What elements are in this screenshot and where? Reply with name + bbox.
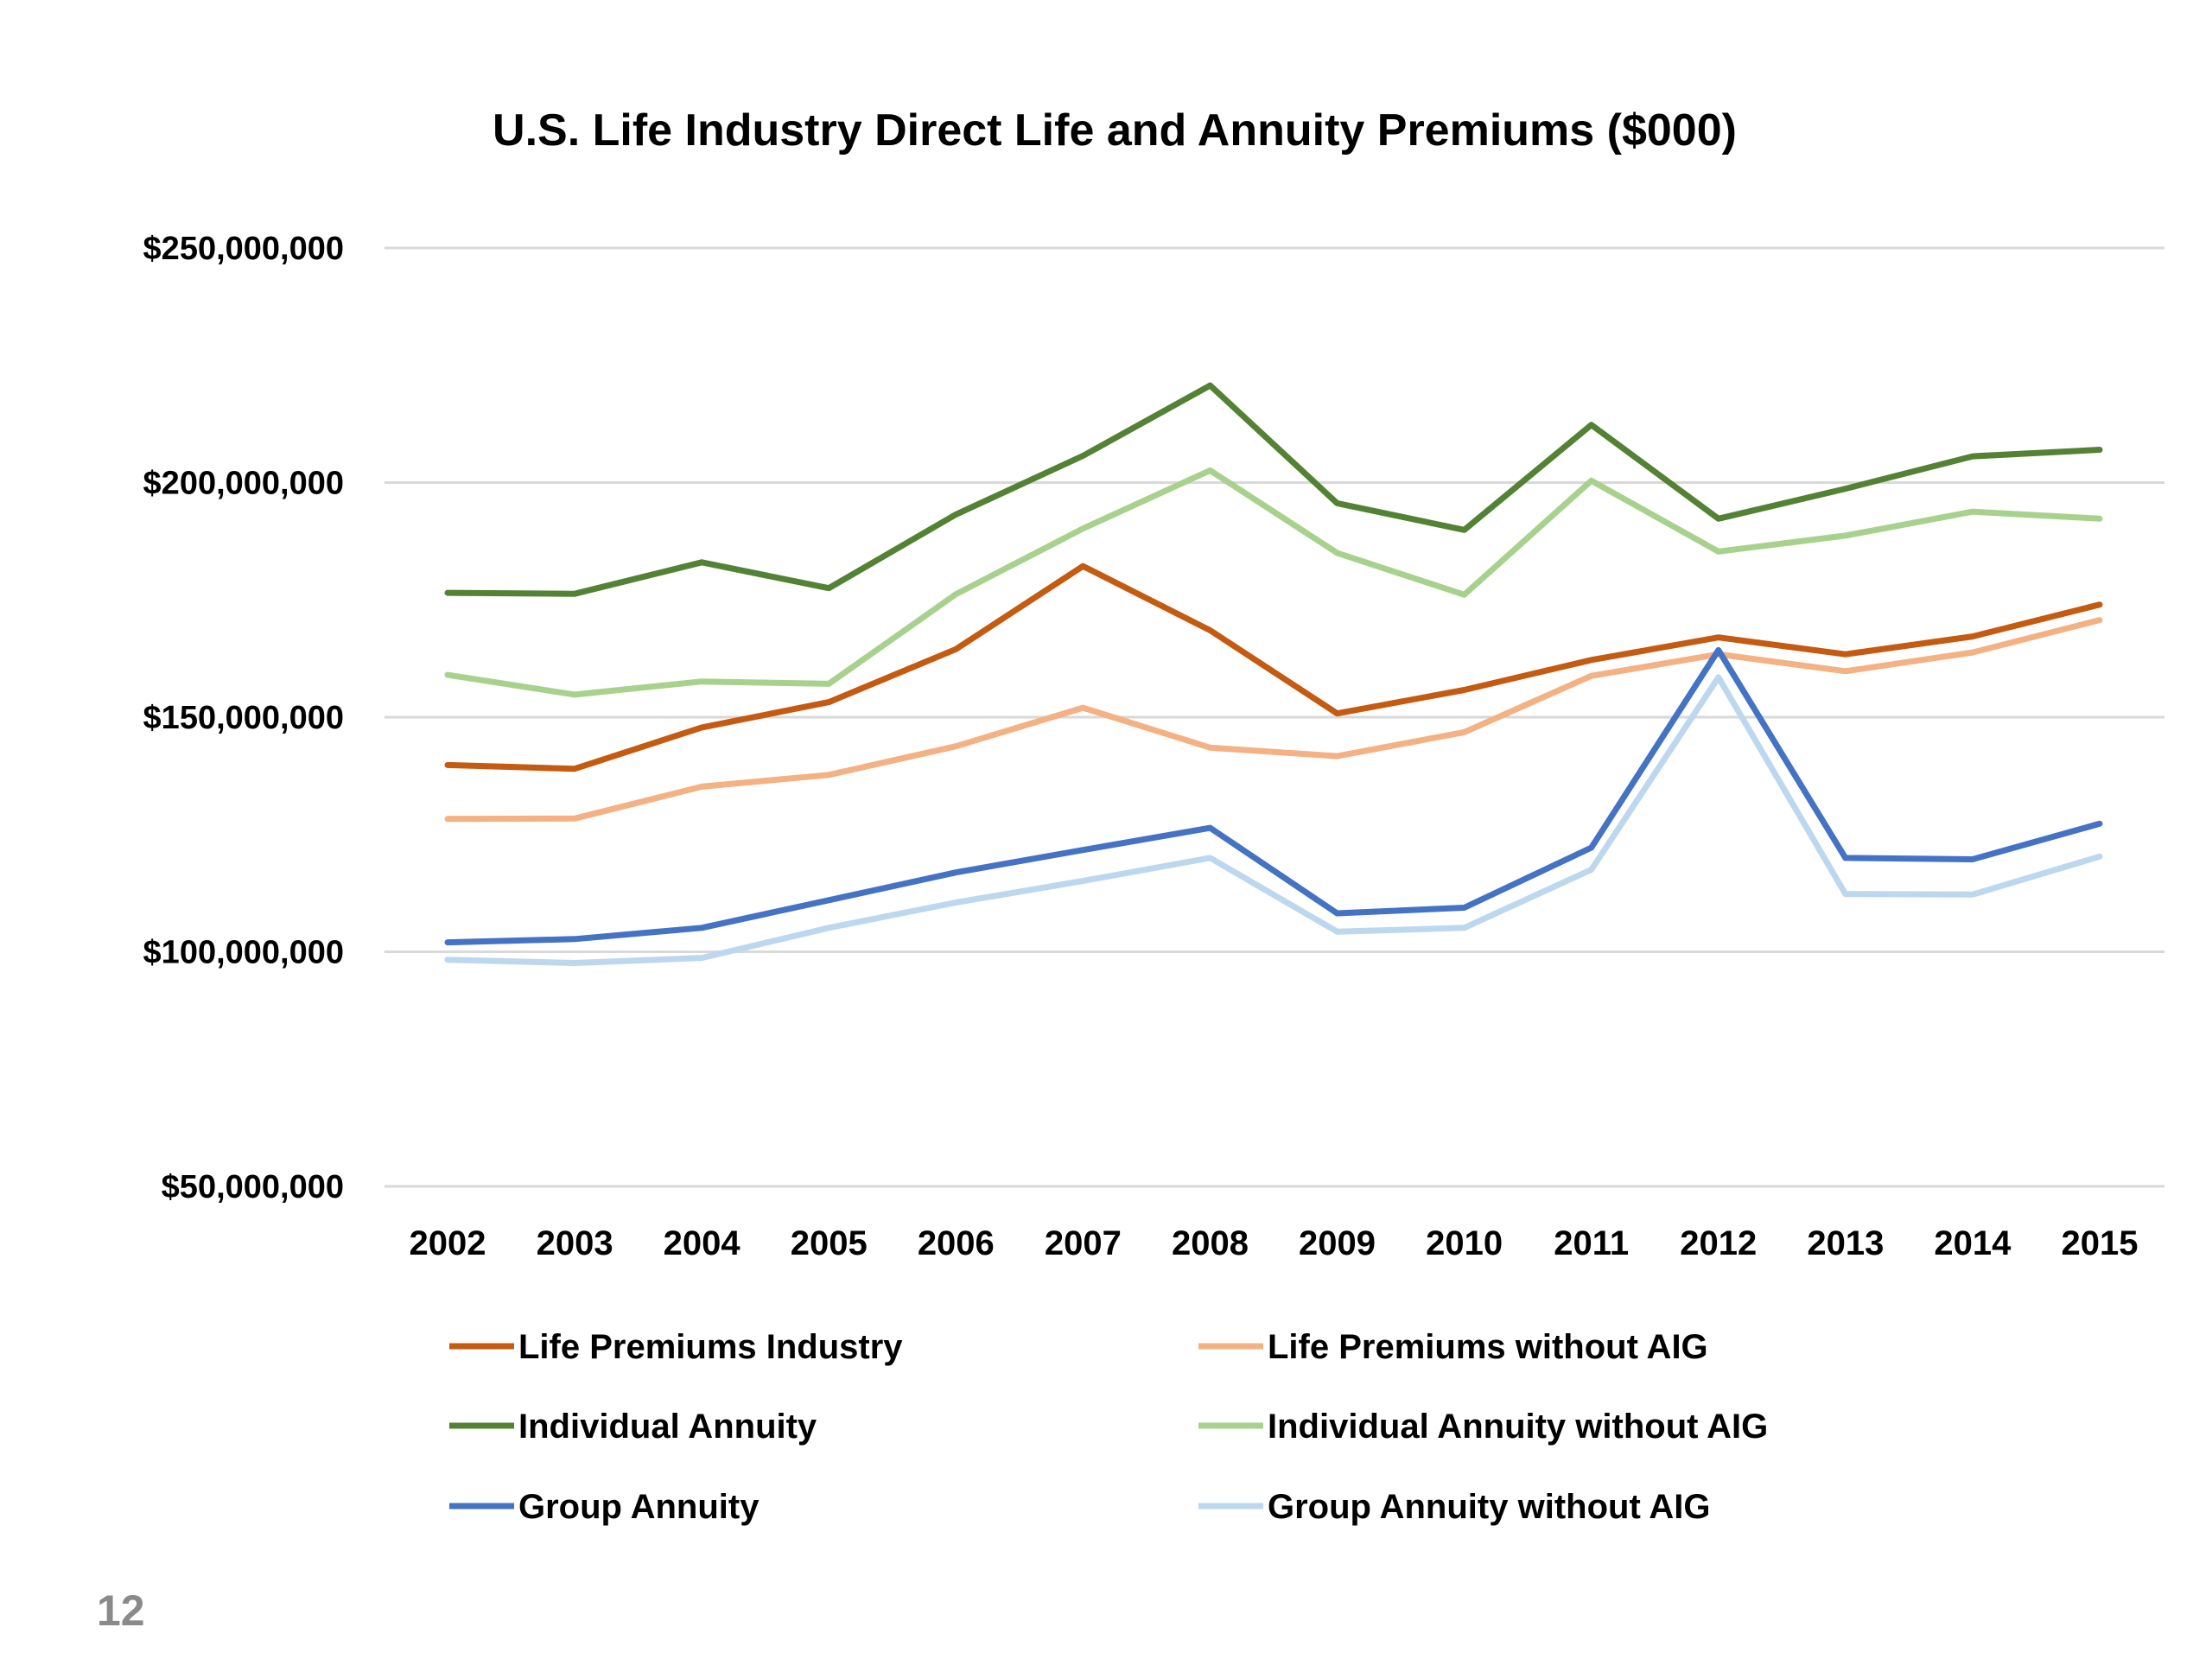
y-axis-tick-labels: $50,000,000 $100,000,000 $150,000,000 $200,… — [143, 231, 344, 1205]
legend-label: Group Annuity without AIG — [1268, 1488, 1711, 1526]
x-tick-label: 2006 — [918, 1224, 995, 1262]
x-tick-label: 2015 — [2062, 1224, 2139, 1262]
series-lines — [444, 382, 2103, 966]
series-line-6 — [444, 674, 2103, 966]
series-line-4 — [444, 467, 2103, 698]
legend-label: Individual Annuity without AIG — [1268, 1408, 1768, 1446]
x-tick-label: 2010 — [1426, 1224, 1503, 1262]
x-tick-label: 2012 — [1680, 1224, 1757, 1262]
x-tick-label: 2004 — [664, 1224, 741, 1262]
y-tick-label: $150,000,000 — [143, 700, 344, 736]
y-tick-label: $100,000,000 — [143, 935, 344, 971]
gridlines — [385, 246, 2164, 1188]
y-tick-label: $250,000,000 — [143, 231, 344, 267]
legend-label: Life Premiums Industry — [518, 1328, 903, 1366]
legend: Life Premiums Industry Life Premiums with… — [449, 1328, 1768, 1526]
x-tick-label: 2011 — [1554, 1224, 1629, 1262]
x-tick-label: 2008 — [1172, 1224, 1249, 1262]
chart-title: U.S. Life Industry Direct Life and Annui… — [493, 105, 1737, 156]
x-tick-label: 2002 — [410, 1224, 486, 1262]
page-number: 12 — [97, 1586, 145, 1635]
series-line-3 — [444, 382, 2103, 597]
x-axis-tick-labels: 2002 2003 2004 2005 2006 2007 2008 2009 2010 2011… — [410, 1224, 2139, 1262]
x-tick-label: 2013 — [1807, 1224, 1884, 1262]
x-tick-label: 2009 — [1299, 1224, 1376, 1262]
legend-label: Individual Annuity — [518, 1408, 817, 1446]
x-tick-label: 2005 — [791, 1224, 868, 1262]
series-line-1 — [444, 563, 2103, 772]
legend-label: Life Premiums without AIG — [1268, 1328, 1708, 1366]
y-tick-label: $50,000,000 — [162, 1169, 344, 1205]
series-line-2 — [444, 617, 2103, 823]
x-tick-label: 2007 — [1045, 1224, 1122, 1262]
x-tick-label: 2003 — [537, 1224, 613, 1262]
x-tick-label: 2014 — [1934, 1224, 2012, 1262]
legend-label: Group Annuity — [518, 1488, 760, 1526]
series-line-5 — [444, 646, 2103, 946]
y-tick-label: $200,000,000 — [143, 466, 344, 502]
